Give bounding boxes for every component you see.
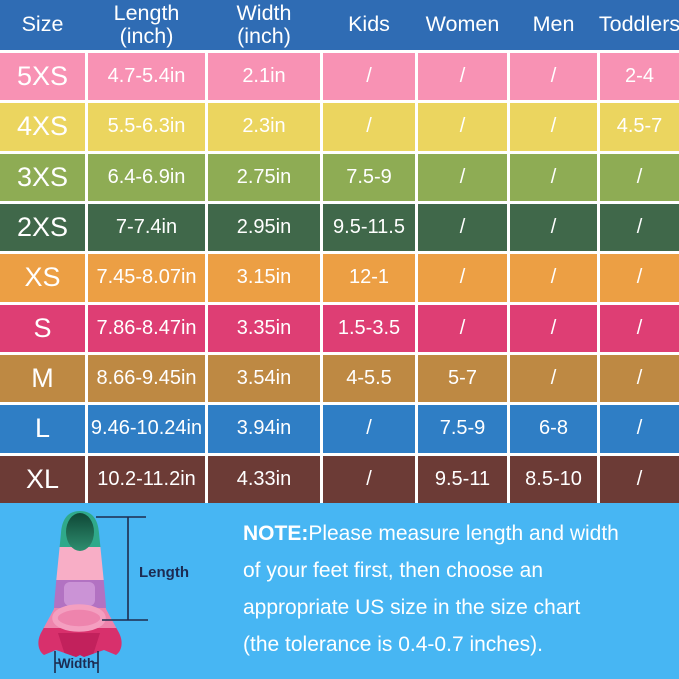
cell-width: 2.3in xyxy=(208,103,320,151)
cell-toddlers: / xyxy=(600,254,679,302)
cell-size: M xyxy=(0,354,85,403)
header-women: Women xyxy=(425,12,500,37)
cell-women: / xyxy=(418,203,507,252)
note-line: appropriate US size in the size chart xyxy=(243,596,581,619)
table-row-5xs: 5XS 4.7-5.4in 2.1in / / / 2-4 xyxy=(0,53,679,101)
cell-length: 7-7.4in xyxy=(88,203,205,252)
table-row-xl: XL 10.2-11.2in 4.33in / 9.5-11 8.5-10 / xyxy=(0,455,679,503)
cell-kids: / xyxy=(323,103,415,151)
cell-women: / xyxy=(418,254,507,302)
cell-length: 6.4-6.9in xyxy=(88,153,205,201)
fin-illustration-icon: Length Width xyxy=(38,511,189,673)
header-size: Size xyxy=(21,12,64,37)
cell-men: / xyxy=(510,103,597,151)
cell-toddlers: 4.5-7 xyxy=(600,103,679,151)
cell-women: 9.5-11 xyxy=(418,455,507,503)
cell-kids: 9.5-11.5 xyxy=(323,203,415,252)
note-label: NOTE: xyxy=(243,522,309,545)
cell-toddlers: / xyxy=(600,405,679,453)
table-row-s: S 7.86-8.47in 3.35in 1.5-3.5 / / / xyxy=(0,304,679,352)
cell-kids: 4-5.5 xyxy=(323,354,415,403)
note-line: of your feet first, then choose an xyxy=(243,559,544,582)
cell-kids: / xyxy=(323,455,415,503)
size-chart-table: Size Length (inch) Width (inch) Kids Wom… xyxy=(0,0,679,503)
cell-men: / xyxy=(510,203,597,252)
cell-width: 4.33in xyxy=(208,455,320,503)
cell-length: 10.2-11.2in xyxy=(88,455,205,503)
header-men: Men xyxy=(532,12,575,37)
cell-men: 8.5-10 xyxy=(510,455,597,503)
cell-women: / xyxy=(418,103,507,151)
cell-men: / xyxy=(510,53,597,101)
table-row-xs: XS 7.45-8.07in 3.15in 12-1 / / / xyxy=(0,254,679,302)
cell-size: 5XS xyxy=(0,53,85,101)
note-line: (the tolerance is 0.4-0.7 inches). xyxy=(243,633,543,656)
cell-toddlers: / xyxy=(600,203,679,252)
cell-length: 9.46-10.24in xyxy=(88,405,205,453)
cell-width: 3.35in xyxy=(208,304,320,352)
cell-kids: / xyxy=(323,53,415,101)
cell-men: / xyxy=(510,153,597,201)
cell-toddlers: / xyxy=(600,455,679,503)
note-text: NOTE:Please measure length and width of … xyxy=(243,515,663,663)
width-measure-line xyxy=(54,651,99,673)
table-row-4xs: 4XS 5.5-6.3in 2.3in / / / 4.5-7 xyxy=(0,103,679,151)
cell-men: 6-8 xyxy=(510,405,597,453)
note-line: NOTE:Please measure length and width xyxy=(243,522,619,545)
cell-men: / xyxy=(510,354,597,403)
cell-women: / xyxy=(418,53,507,101)
cell-kids: 12-1 xyxy=(323,254,415,302)
cell-length: 5.5-6.3in xyxy=(88,103,205,151)
cell-length: 8.66-9.45in xyxy=(88,354,205,403)
cell-width: 2.75in xyxy=(208,153,320,201)
table-header-row: Size Length (inch) Width (inch) Kids Wom… xyxy=(0,0,679,50)
fin-body xyxy=(38,511,122,657)
cell-size: 4XS xyxy=(0,103,85,151)
table-row-3xs: 3XS 6.4-6.9in 2.75in 7.5-9 / / / xyxy=(0,153,679,201)
cell-size: 3XS xyxy=(0,153,85,201)
cell-men: / xyxy=(510,254,597,302)
width-label: Width xyxy=(58,656,95,671)
cell-size: S xyxy=(0,304,85,352)
length-label: Length xyxy=(139,564,189,581)
cell-size: L xyxy=(0,405,85,453)
header-length: Length (inch) xyxy=(113,0,180,48)
cell-toddlers: / xyxy=(600,304,679,352)
cell-women: / xyxy=(418,304,507,352)
footer-panel: Length Width NOTE:Please measure length … xyxy=(0,503,679,679)
cell-length: 7.86-8.47in xyxy=(88,304,205,352)
cell-men: / xyxy=(510,304,597,352)
cell-size: 2XS xyxy=(0,203,85,252)
cell-toddlers: 2-4 xyxy=(600,53,679,101)
cell-length: 7.45-8.07in xyxy=(88,254,205,302)
cell-kids: 1.5-3.5 xyxy=(323,304,415,352)
cell-toddlers: / xyxy=(600,153,679,201)
cell-width: 3.54in xyxy=(208,354,320,403)
cell-toddlers: / xyxy=(600,354,679,403)
cell-women: / xyxy=(418,153,507,201)
cell-size: XL xyxy=(0,455,85,503)
header-kids: Kids xyxy=(348,12,390,37)
cell-width: 3.15in xyxy=(208,254,320,302)
header-width: Width (inch) xyxy=(236,0,292,48)
table-row-2xs: 2XS 7-7.4in 2.95in 9.5-11.5 / / / xyxy=(0,203,679,252)
cell-width: 2.95in xyxy=(208,203,320,252)
cell-women: 7.5-9 xyxy=(418,405,507,453)
cell-kids: 7.5-9 xyxy=(323,153,415,201)
length-measure-line xyxy=(96,516,148,621)
header-toddlers: Toddlers xyxy=(598,12,679,37)
cell-width: 2.1in xyxy=(208,53,320,101)
cell-width: 3.94in xyxy=(208,405,320,453)
table-row-l: L 9.46-10.24in 3.94in / 7.5-9 6-8 / xyxy=(0,405,679,453)
fin-opening xyxy=(66,513,94,551)
cell-length: 4.7-5.4in xyxy=(88,53,205,101)
cell-women: 5-7 xyxy=(418,354,507,403)
cell-kids: / xyxy=(323,405,415,453)
table-row-m: M 8.66-9.45in 3.54in 4-5.5 5-7 / / xyxy=(0,354,679,403)
cell-size: XS xyxy=(0,254,85,302)
